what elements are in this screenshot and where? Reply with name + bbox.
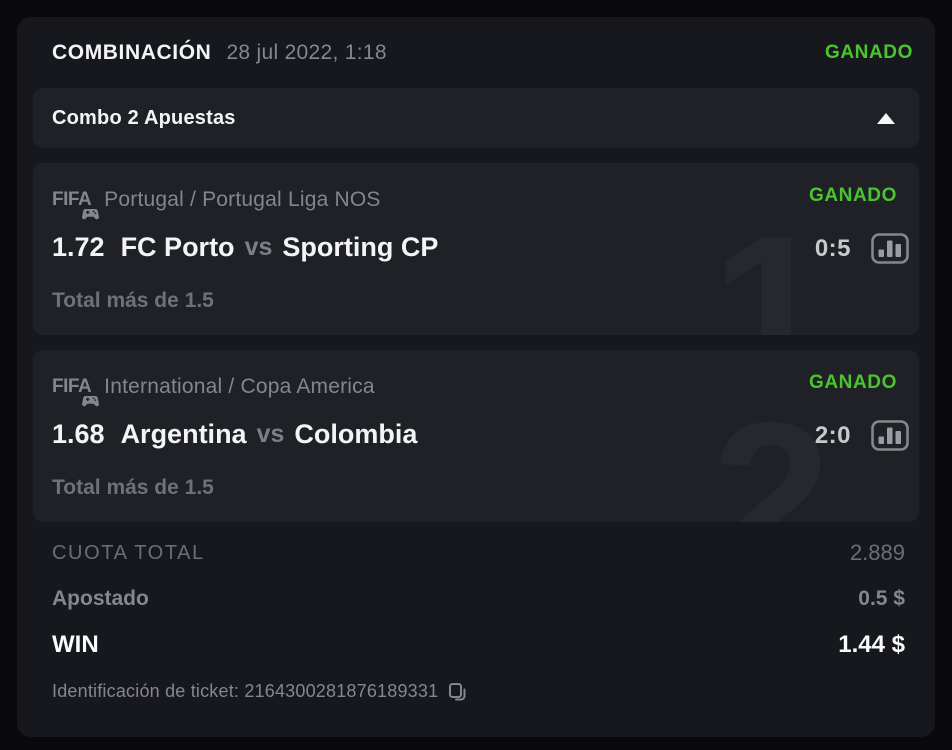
total-odds-value: 2.889: [849, 540, 905, 565]
bet-index-watermark: 2: [711, 377, 831, 522]
away-team: Colombia: [294, 418, 418, 449]
home-team: Argentina: [120, 418, 247, 449]
bet-status-badge: GANADO: [808, 372, 897, 393]
combo-collapse-row[interactable]: Combo 2 Apuestas: [33, 88, 919, 148]
ticket-id-value: 2164300281876189331: [244, 680, 439, 701]
combo-label: Combo 2 Apuestas: [52, 106, 236, 129]
fifa-logo: FIFA: [52, 189, 100, 220]
total-odds-label: CUOTA TOTAL: [52, 541, 205, 564]
win-value: 1.44 $: [838, 631, 905, 658]
stake-label: Apostado: [52, 587, 149, 610]
bet-market-row: Total más de 1.5: [52, 289, 899, 313]
bet-odds: 1.72: [52, 231, 105, 262]
win-label: WIN: [52, 631, 99, 658]
score-block: 2:0: [815, 420, 909, 451]
stake-value: 0.5 $: [858, 587, 905, 610]
match-score: 2:0: [814, 421, 851, 449]
vs-label: vs: [244, 232, 273, 261]
score-block: 0:5: [815, 233, 909, 264]
league-name: Portugal / Portugal Liga NOS: [104, 188, 381, 211]
bet-match-row: 1.68 Argentina vs Colombia: [52, 418, 899, 450]
stake-row: Apostado 0.5 $: [52, 576, 905, 622]
home-team: FC Porto: [120, 231, 235, 262]
bet-league-row: FIFA International / Copa America: [52, 374, 899, 407]
bar-chart-icon[interactable]: [871, 233, 909, 264]
gamepad-icon: [82, 209, 100, 220]
league-name: International / Copa America: [104, 375, 375, 398]
fifa-logo: FIFA: [52, 376, 100, 407]
bet-item-1: 1 FIFA Portugal / Portugal Liga NOS GANA…: [33, 163, 919, 335]
ticket-id-label: Identificación de ticket:: [52, 680, 240, 701]
bar-chart-icon[interactable]: [871, 420, 909, 451]
ticket-header: COMBINACIÓN 28 jul 2022, 1:18 GANADO: [17, 17, 935, 88]
bet-league-row: FIFA Portugal / Portugal Liga NOS: [52, 187, 899, 220]
ticket-type-title: COMBINACIÓN: [52, 40, 212, 64]
bet-index-watermark: 1: [711, 190, 831, 335]
bet-item-2: 2 FIFA International / Copa America GANA…: [33, 350, 919, 522]
win-row: WIN 1.44 $: [52, 622, 905, 668]
bet-ticket-card: COMBINACIÓN 28 jul 2022, 1:18 GANADO Com…: [17, 17, 935, 737]
bet-status-badge: GANADO: [808, 185, 897, 206]
gamepad-icon: [82, 396, 100, 407]
match-score: 0:5: [814, 234, 851, 262]
copy-icon[interactable]: [448, 682, 467, 701]
collapse-triangle-icon[interactable]: [877, 112, 895, 124]
ticket-id-row: Identificación de ticket: 21643002818761…: [52, 668, 905, 714]
bet-market: Total más de 1.5: [52, 476, 214, 499]
bet-market: Total más de 1.5: [52, 289, 214, 312]
vs-label: vs: [256, 419, 285, 448]
ticket-status-badge: GANADO: [824, 41, 913, 63]
away-team: Sporting CP: [282, 231, 439, 262]
total-odds-row: CUOTA TOTAL 2.889: [52, 530, 905, 576]
bet-market-row: Total más de 1.5: [52, 476, 899, 500]
bet-match-row: 1.72 FC Porto vs Sporting CP: [52, 231, 899, 263]
bet-odds: 1.68: [52, 418, 105, 449]
ticket-summary: CUOTA TOTAL 2.889 Apostado 0.5 $ WIN 1.4…: [17, 522, 935, 714]
ticket-datetime: 28 jul 2022, 1:18: [226, 40, 387, 64]
